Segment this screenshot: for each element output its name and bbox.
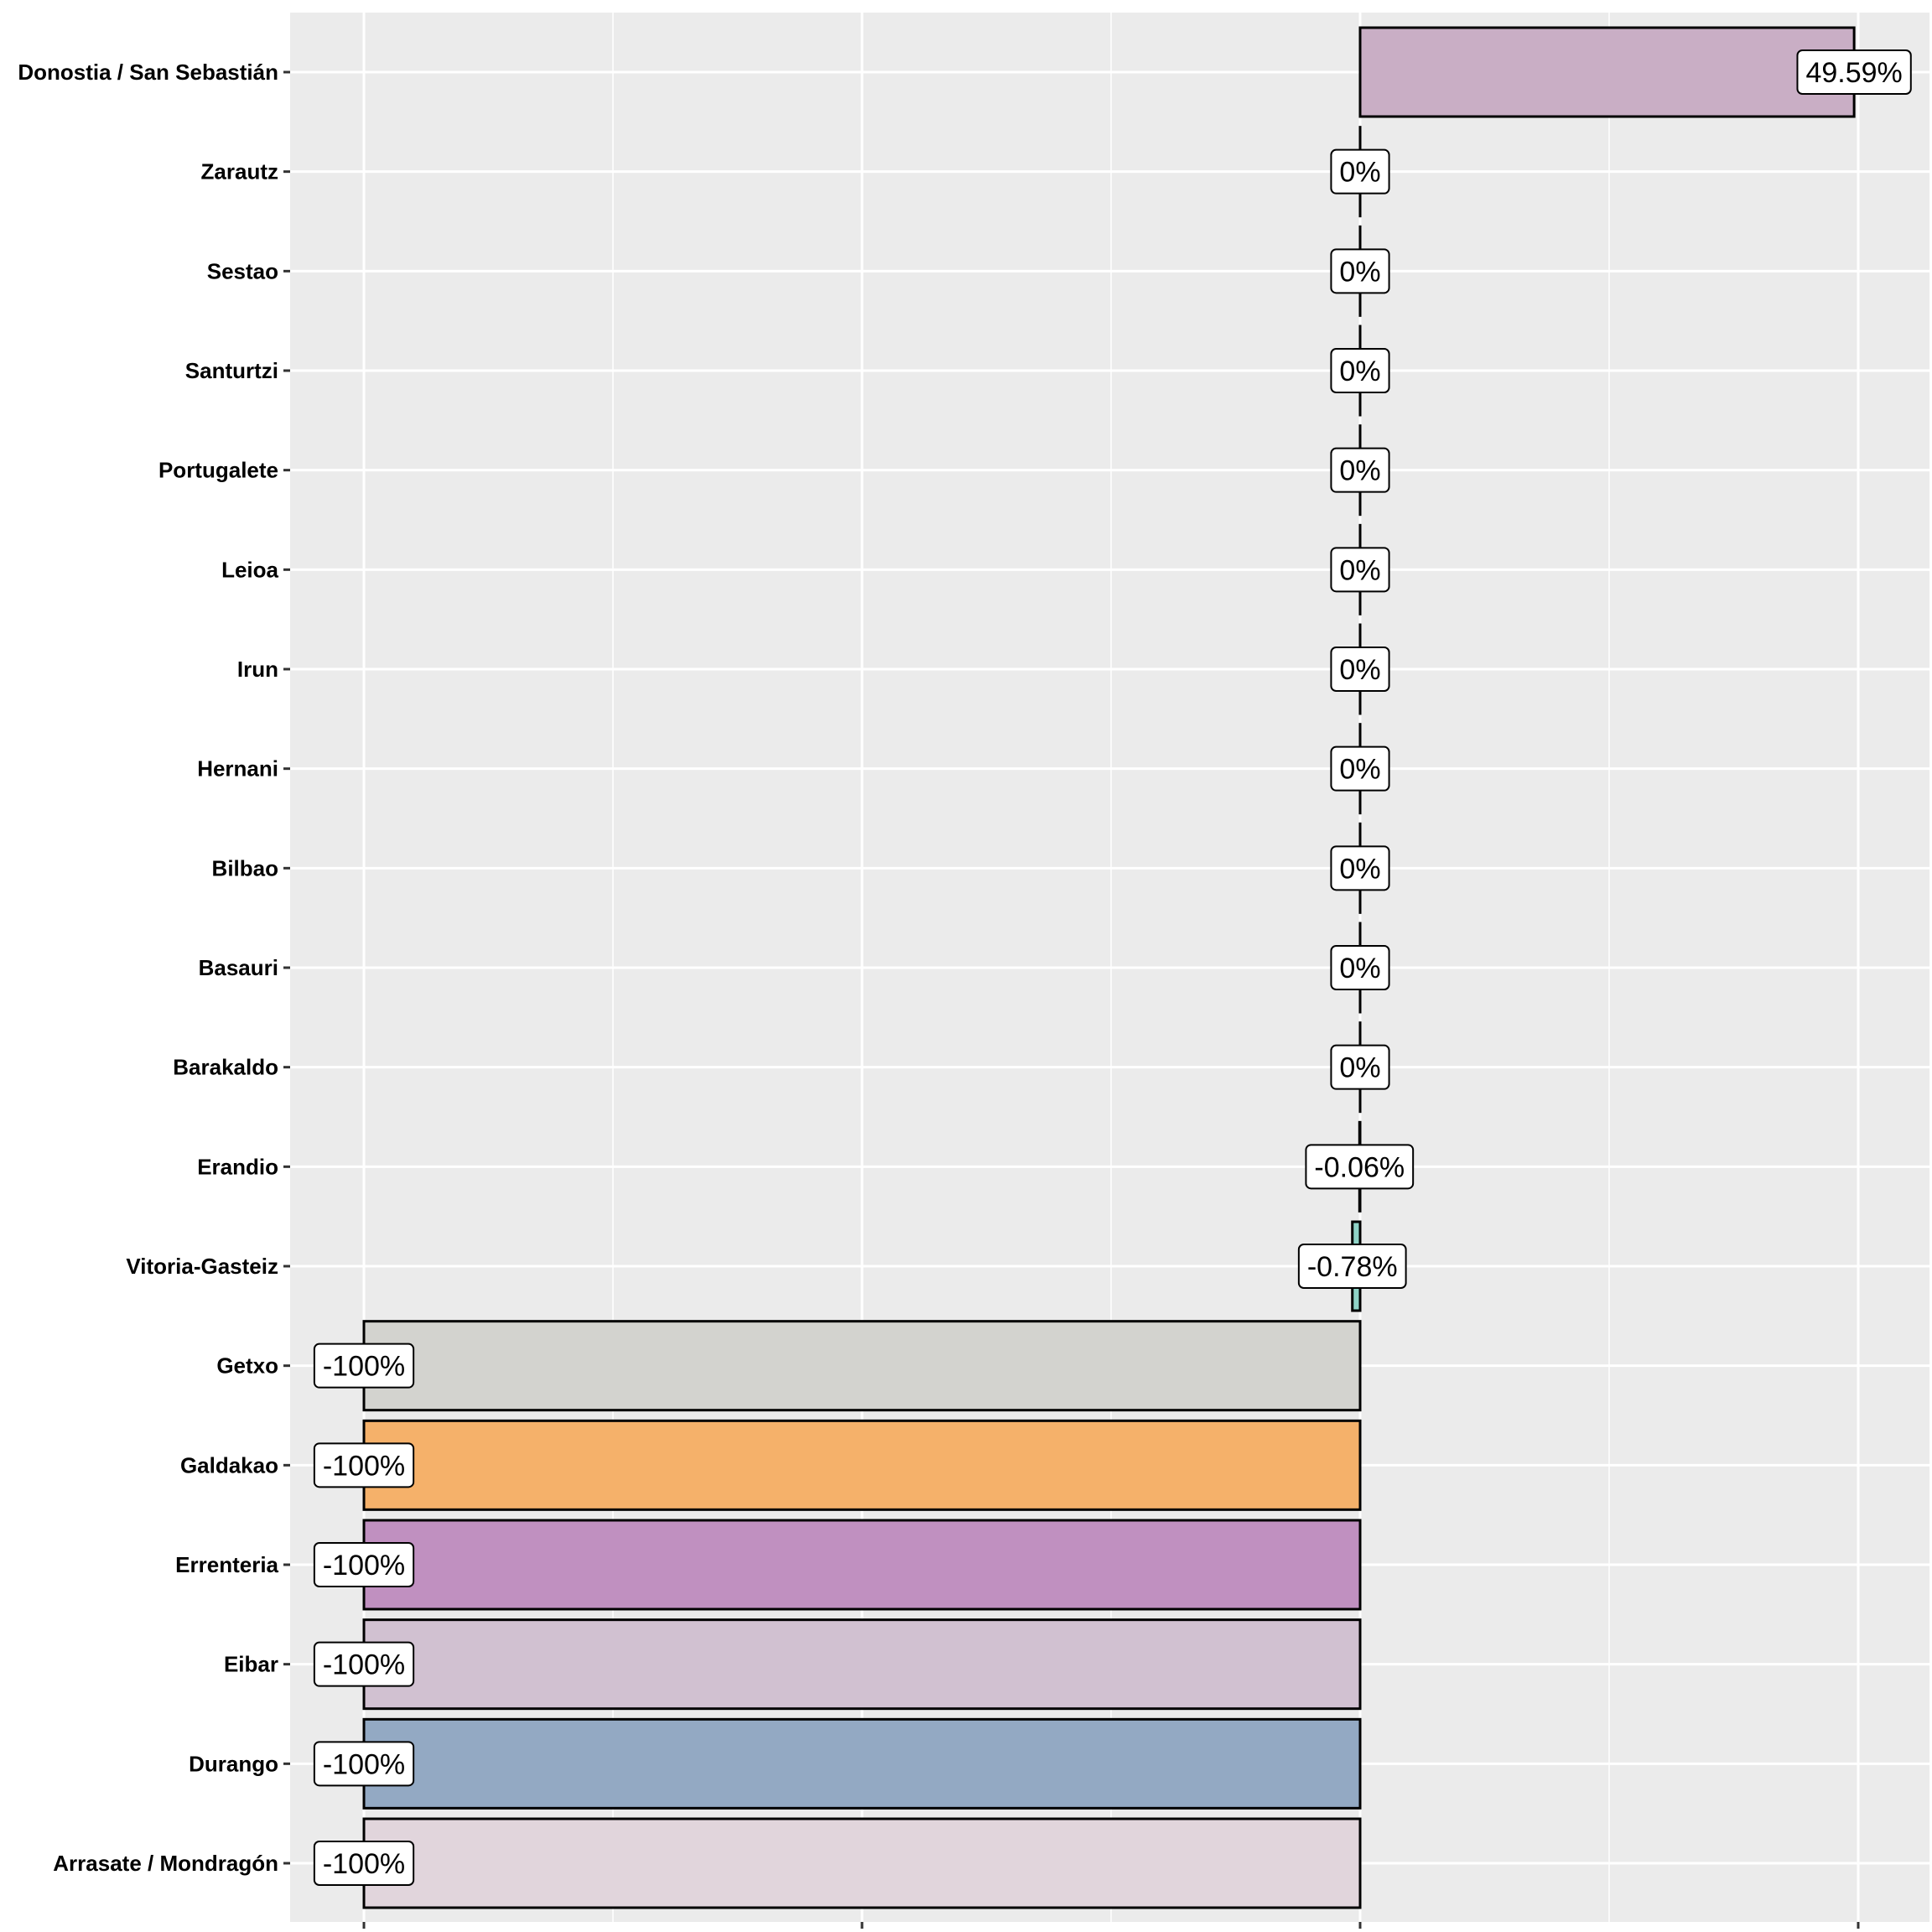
data-label-box	[1796, 49, 1912, 95]
data-label-box	[313, 1641, 415, 1687]
data-label: 0%	[1330, 447, 1390, 493]
data-label: 0%	[1330, 148, 1390, 195]
y-tick-label: Galdakao	[180, 1452, 278, 1478]
data-label-box	[1330, 945, 1390, 990]
data-label-text: 0%	[1339, 157, 1380, 189]
bar	[362, 1320, 1362, 1412]
data-label-box	[1330, 447, 1390, 493]
data-label-box	[313, 1542, 415, 1587]
data-label: 0%	[1330, 248, 1390, 294]
data-label: -100%	[313, 1741, 415, 1787]
data-label-text: -100%	[323, 1550, 405, 1581]
data-label-text: -100%	[323, 1649, 405, 1681]
data-label: 0%	[1330, 745, 1390, 792]
y-tick-label: Arrasate / Mondragón	[53, 1851, 278, 1876]
data-label-text: 0%	[1339, 654, 1380, 686]
y-tick-label: Irun	[237, 657, 278, 682]
data-label: -100%	[313, 1442, 415, 1488]
data-label: 49.59%	[1796, 49, 1912, 95]
data-label-text: -100%	[323, 1351, 405, 1383]
y-tick-label: Hernani	[197, 756, 278, 782]
data-label-text: 0%	[1339, 754, 1380, 786]
y-tick-label: Bilbao	[212, 855, 278, 880]
data-label: 0%	[1330, 945, 1390, 990]
data-label: 0%	[1330, 348, 1390, 393]
data-label-box	[1330, 348, 1390, 393]
data-label-box	[1330, 547, 1390, 593]
bar	[362, 1519, 1362, 1611]
data-label-text: 0%	[1339, 1052, 1380, 1084]
y-tick-label: Errenteria	[175, 1552, 278, 1577]
data-label-text: 0%	[1339, 356, 1380, 387]
bar	[362, 1817, 1362, 1909]
data-label-text: 0%	[1339, 455, 1380, 487]
bar	[362, 1717, 1362, 1810]
y-tick-label: Sestao	[207, 258, 278, 283]
y-tick-label: Portugalete	[158, 458, 278, 483]
data-label-text: 0%	[1339, 853, 1380, 885]
data-label-text: 0%	[1339, 953, 1380, 984]
data-label-box	[1297, 1244, 1407, 1289]
y-tick-label: Santurtzi	[185, 358, 278, 383]
y-tick-label: Zarautz	[201, 159, 278, 184]
data-label-box	[1330, 647, 1390, 692]
y-tick-label: Vitoria-Gasteiz	[126, 1254, 278, 1279]
data-label-text: -100%	[323, 1848, 405, 1880]
data-label: -100%	[313, 1542, 415, 1587]
data-label-box	[1305, 1144, 1415, 1190]
data-label-text: 0%	[1339, 554, 1380, 586]
y-tick-label: Donostia / San Sebastián	[18, 60, 278, 85]
data-label-text: 49.59%	[1805, 57, 1902, 89]
bar	[362, 1618, 1362, 1711]
data-label-box	[313, 1841, 415, 1886]
y-tick-label: Barakaldo	[173, 1055, 278, 1080]
data-label-box	[1330, 248, 1390, 294]
y-tick-label: Eibar	[224, 1652, 278, 1677]
data-label: 0%	[1330, 845, 1390, 891]
bar	[362, 1419, 1362, 1511]
data-label: 0%	[1330, 647, 1390, 692]
data-label: -0.78%	[1297, 1244, 1407, 1289]
data-label: -100%	[313, 1343, 415, 1389]
y-tick-label: Erandio	[197, 1154, 278, 1179]
data-label-text: 0%	[1339, 256, 1380, 288]
bar	[1358, 26, 1856, 118]
data-label-box	[1330, 148, 1390, 195]
data-label: -100%	[313, 1641, 415, 1687]
data-label: 0%	[1330, 547, 1390, 593]
data-label-box	[313, 1741, 415, 1787]
data-label: -100%	[313, 1841, 415, 1886]
data-label-box	[1330, 1044, 1390, 1090]
data-label-box	[1330, 845, 1390, 891]
y-tick-label: Durango	[189, 1751, 278, 1776]
data-label-text: -100%	[323, 1748, 405, 1780]
data-label: -0.06%	[1305, 1144, 1415, 1190]
data-label-text: -0.78%	[1307, 1251, 1398, 1283]
data-label-box	[1330, 745, 1390, 792]
y-tick-label: Leioa	[221, 557, 278, 582]
data-label-box	[313, 1442, 415, 1488]
data-label-text: -100%	[323, 1450, 405, 1482]
data-label: 0%	[1330, 1044, 1390, 1090]
data-label-text: -0.06%	[1314, 1151, 1405, 1183]
y-tick-label: Basauri	[199, 955, 278, 980]
data-label-box	[313, 1343, 415, 1389]
y-tick-label: Getxo	[216, 1353, 278, 1379]
